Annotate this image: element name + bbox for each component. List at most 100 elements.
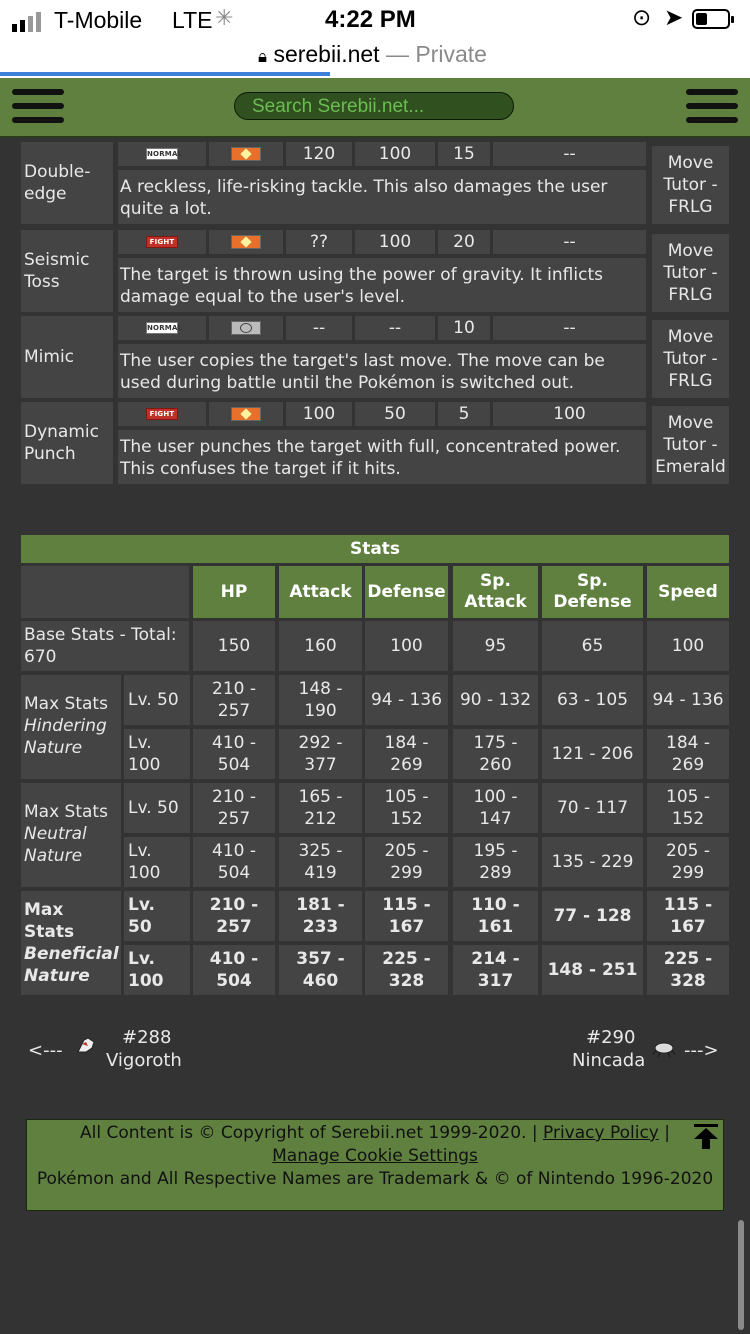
move-method: Move Tutor - FRLG — [652, 146, 729, 224]
trademark-text: Pokémon and All Respective Names are Tra… — [36, 1169, 714, 1189]
base-stat-value: 100 — [647, 621, 729, 671]
move-method: Move Tutor - FRLG — [652, 234, 729, 312]
move-accuracy: -- — [355, 316, 435, 340]
move-category — [209, 316, 283, 340]
level-label: Lv. 50 — [124, 891, 190, 941]
max-stat-value: 77 - 128 — [542, 891, 643, 941]
move-type: FIGHT — [118, 402, 206, 426]
move-effect-chance: -- — [493, 316, 646, 340]
move-type: NORMAL — [118, 316, 206, 340]
stat-header-2: Defense — [365, 566, 448, 618]
stat-header-3: Sp. Attack — [453, 566, 538, 618]
menu-icon[interactable] — [12, 89, 64, 131]
carrier-name: T-Mobile — [54, 7, 143, 33]
move-effect-chance: -- — [493, 230, 646, 254]
private-label: — Private — [385, 41, 487, 67]
move-name: Double- edge — [21, 142, 113, 224]
max-stat-value: 184 - 269 — [365, 729, 448, 779]
move-method: Move Tutor - FRLG — [652, 320, 729, 398]
move-description: The user punches the target with full, c… — [118, 430, 646, 484]
back-to-top-icon[interactable] — [693, 1124, 719, 1150]
loading-icon: ✳ — [215, 5, 234, 30]
move-category — [209, 402, 283, 426]
nincada-sprite-icon — [652, 1042, 676, 1058]
level-label: Lv. 100 — [124, 837, 190, 887]
prev-number[interactable]: #288 — [122, 1027, 172, 1048]
max-stat-value: 214 - 317 — [453, 945, 538, 995]
type-badge: FIGHT — [146, 408, 178, 420]
next-name[interactable]: Nincada — [572, 1050, 646, 1071]
move-effect-chance: -- — [493, 142, 646, 166]
max-stat-value: 175 - 260 — [453, 729, 538, 779]
address-bar[interactable]: 🔒︎ serebii.net — Private — [258, 41, 487, 68]
move-description: The user copies the target's last move. … — [118, 344, 646, 398]
copyright-line: All Content is © Copyright of Serebii.ne… — [27, 1122, 723, 1145]
next-arrow[interactable]: ---> — [684, 1040, 719, 1061]
max-stat-value: 100 - 147 — [453, 783, 538, 833]
stats-header-spacer — [21, 566, 189, 618]
max-stats-label: Max Stats Beneficial Nature — [21, 891, 121, 995]
move-description: A reckless, life-risking tackle. This al… — [118, 170, 646, 224]
type-badge: NORMAL — [146, 322, 183, 334]
max-stats-title: Max Stats — [24, 694, 108, 714]
max-stat-value: 205 - 299 — [647, 837, 729, 887]
site-header: Search Serebii.net... — [0, 78, 750, 138]
max-stat-value: 184 - 269 — [647, 729, 729, 779]
max-stat-value: 135 - 229 — [542, 837, 643, 887]
page-load-progress — [0, 72, 330, 76]
move-description: The target is thrown using the power of … — [118, 258, 646, 312]
status-bar: T-Mobile LTE ✳ 4:22 PM ⊙ ➤ 🔒︎ serebii.ne… — [0, 0, 750, 80]
prev-arrow[interactable]: <--- — [28, 1040, 63, 1061]
max-stat-value: 70 - 117 — [542, 783, 643, 833]
move-accuracy: 100 — [355, 142, 435, 166]
max-stat-value: 210 - 257 — [193, 891, 275, 941]
scrollbar[interactable] — [738, 1220, 744, 1330]
prev-name[interactable]: Vigoroth — [106, 1050, 182, 1071]
orientation-lock-icon: ⊙ — [632, 4, 652, 30]
max-stat-value: 94 - 136 — [365, 675, 448, 725]
physical-category-icon — [231, 407, 261, 421]
privacy-policy-link[interactable]: Privacy Policy — [543, 1123, 659, 1143]
lock-icon: 🔒︎ — [258, 47, 268, 66]
move-pp: 20 — [438, 230, 490, 254]
nature-label: Beneficial Nature — [24, 944, 119, 986]
level-label: Lv. 50 — [124, 675, 190, 725]
level-label: Lv. 50 — [124, 783, 190, 833]
move-pp: 15 — [438, 142, 490, 166]
max-stat-value: 225 - 328 — [365, 945, 448, 995]
network-type: LTE — [172, 7, 213, 33]
stat-header-0: HP — [193, 566, 275, 618]
physical-category-icon — [231, 235, 261, 249]
move-power: ?? — [286, 230, 352, 254]
move-power: -- — [286, 316, 352, 340]
max-stats-label: Max Stats Hindering Nature — [21, 675, 121, 779]
max-stat-value: 94 - 136 — [647, 675, 729, 725]
stat-header-4: Sp. Defense — [542, 566, 643, 618]
stat-header-1: Attack — [279, 566, 362, 618]
menu-icon[interactable] — [686, 89, 738, 131]
max-stat-value: 210 - 257 — [193, 675, 275, 725]
type-badge: NORMAL — [146, 148, 183, 160]
max-stat-value: 410 - 504 — [193, 729, 275, 779]
stat-header-5: Speed — [647, 566, 729, 618]
move-name: Dynamic Punch — [21, 402, 113, 484]
move-power: 120 — [286, 142, 352, 166]
max-stat-value: 115 - 167 — [365, 891, 448, 941]
move-method: Move Tutor - Emerald — [652, 406, 729, 484]
copyright-text: All Content is © Copyright of Serebii.ne… — [79, 1123, 538, 1143]
move-type: NORMAL — [118, 142, 206, 166]
search-input[interactable]: Search Serebii.net... — [234, 92, 514, 120]
max-stats-label: Max Stats Neutral Nature — [21, 783, 121, 887]
max-stat-value: 110 - 161 — [453, 891, 538, 941]
footer: All Content is © Copyright of Serebii.ne… — [26, 1119, 724, 1211]
base-stat-value: 65 — [542, 621, 643, 671]
manage-cookies-link[interactable]: Manage Cookie Settings — [272, 1146, 478, 1166]
max-stat-value: 210 - 257 — [193, 783, 275, 833]
max-stat-value: 195 - 289 — [453, 837, 538, 887]
max-stat-value: 181 - 233 — [279, 891, 362, 941]
next-number[interactable]: #290 — [586, 1027, 636, 1048]
move-pp: 5 — [438, 402, 490, 426]
base-stat-value: 150 — [193, 621, 275, 671]
battery-icon — [692, 9, 734, 29]
max-stat-value: 410 - 504 — [193, 837, 275, 887]
